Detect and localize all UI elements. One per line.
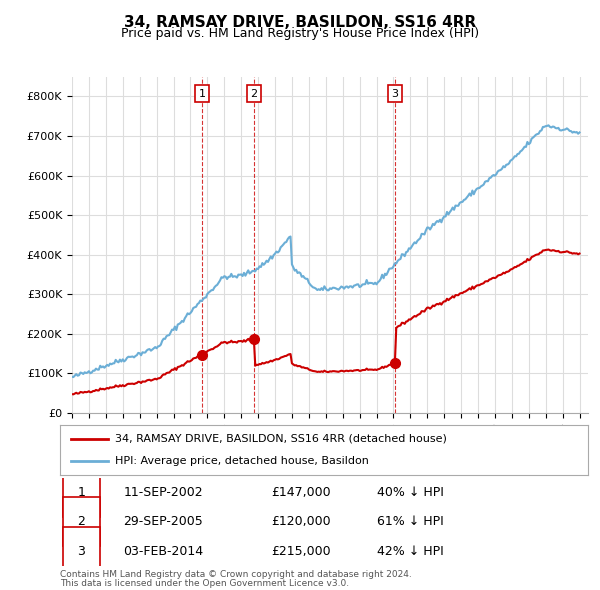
Text: £215,000: £215,000 [271,545,331,558]
Text: 11-SEP-2002: 11-SEP-2002 [124,486,203,499]
Text: 34, RAMSAY DRIVE, BASILDON, SS16 4RR: 34, RAMSAY DRIVE, BASILDON, SS16 4RR [124,15,476,30]
Text: £147,000: £147,000 [271,486,331,499]
Text: 2: 2 [250,88,257,99]
Text: 29-SEP-2005: 29-SEP-2005 [124,515,203,529]
Text: 03-FEB-2014: 03-FEB-2014 [124,545,203,558]
Text: 34, RAMSAY DRIVE, BASILDON, SS16 4RR (detached house): 34, RAMSAY DRIVE, BASILDON, SS16 4RR (de… [115,434,448,444]
Text: Contains HM Land Registry data © Crown copyright and database right 2024.: Contains HM Land Registry data © Crown c… [60,571,412,579]
Text: HPI: Average price, detached house, Basildon: HPI: Average price, detached house, Basi… [115,456,370,466]
Text: 3: 3 [392,88,398,99]
FancyBboxPatch shape [62,526,100,576]
Text: £120,000: £120,000 [271,515,331,529]
Text: Price paid vs. HM Land Registry's House Price Index (HPI): Price paid vs. HM Land Registry's House … [121,27,479,40]
FancyBboxPatch shape [62,468,100,517]
Text: 40% ↓ HPI: 40% ↓ HPI [377,486,443,499]
Text: 1: 1 [77,486,85,499]
Text: 61% ↓ HPI: 61% ↓ HPI [377,515,443,529]
Text: This data is licensed under the Open Government Licence v3.0.: This data is licensed under the Open Gov… [60,579,349,588]
Text: 42% ↓ HPI: 42% ↓ HPI [377,545,443,558]
FancyBboxPatch shape [62,497,100,546]
Text: 3: 3 [77,545,85,558]
Text: 2: 2 [77,515,85,529]
Text: 1: 1 [199,88,206,99]
